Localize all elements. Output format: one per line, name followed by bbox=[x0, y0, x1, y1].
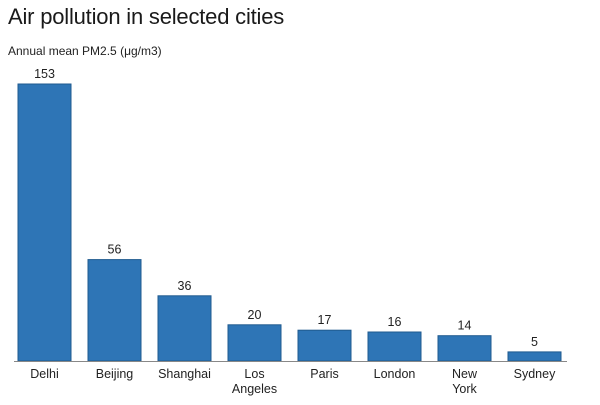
data-label: 153 bbox=[34, 67, 55, 81]
data-label: 56 bbox=[108, 243, 122, 257]
category-label: New York bbox=[452, 367, 478, 396]
bar-paris bbox=[297, 329, 352, 362]
bar-london bbox=[367, 331, 422, 362]
bar-new-york bbox=[437, 335, 492, 362]
category-label: London bbox=[374, 367, 416, 381]
data-label: 17 bbox=[318, 313, 332, 327]
bar-los-angeles bbox=[227, 324, 282, 362]
data-label: 16 bbox=[388, 315, 402, 329]
category-label: Sydney bbox=[514, 367, 556, 381]
category-label: Delhi bbox=[30, 367, 59, 381]
category-label: Los Angeles bbox=[232, 367, 277, 396]
data-label: 20 bbox=[248, 308, 262, 322]
category-label: Paris bbox=[310, 367, 338, 381]
labels-layer: 153 Delhi 56 Beijing 36 Shanghai 20 Los Angeles 1… bbox=[30, 67, 556, 396]
bar-delhi bbox=[17, 83, 72, 362]
data-label: 14 bbox=[458, 319, 472, 333]
chart-subtitle: Annual mean PM2.5 (μg/m3) bbox=[8, 44, 162, 58]
bar-shanghai bbox=[157, 295, 212, 362]
bar-beijing bbox=[87, 259, 142, 362]
bars-layer bbox=[17, 83, 562, 362]
data-label: 5 bbox=[531, 335, 538, 349]
chart-title: Air pollution in selected cities bbox=[8, 4, 285, 29]
category-label: Shanghai bbox=[158, 367, 211, 381]
bar-sydney bbox=[507, 351, 562, 362]
data-label: 36 bbox=[178, 279, 192, 293]
category-label: Beijing bbox=[96, 367, 134, 381]
